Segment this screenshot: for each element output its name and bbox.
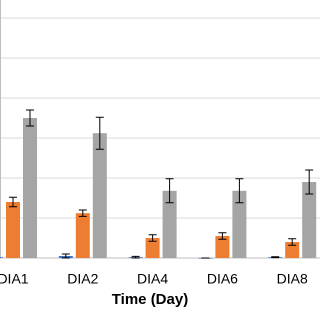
bar — [145, 238, 160, 258]
error-bar — [148, 234, 157, 242]
x-tick-label: DIA8 — [277, 271, 308, 287]
error-bar — [305, 169, 314, 195]
bar — [285, 242, 300, 258]
error-bar — [78, 209, 87, 217]
error-bar — [131, 255, 140, 259]
error-bar — [26, 109, 34, 127]
error-bar — [288, 238, 297, 246]
bar — [92, 133, 107, 258]
bar — [215, 236, 230, 258]
error-bar — [9, 196, 17, 208]
error-bar — [165, 178, 174, 204]
x-axis-title: Time (Day) — [112, 291, 188, 308]
x-tick-label: DIA4 — [137, 271, 168, 287]
error-bar — [218, 232, 227, 240]
bar — [75, 213, 90, 258]
x-tick-label: DIA1 — [0, 271, 29, 287]
bar — [162, 190, 177, 258]
x-tick-label: DIA2 — [67, 271, 98, 287]
bar — [302, 182, 317, 258]
error-bar — [61, 253, 70, 259]
bar — [232, 190, 247, 258]
error-bar — [95, 116, 104, 150]
bar — [6, 202, 20, 258]
error-bar — [271, 256, 280, 259]
bar — [23, 118, 37, 258]
error-bar — [235, 178, 244, 204]
x-tick-label: DIA6 — [207, 271, 238, 287]
bar — [0, 257, 3, 258]
